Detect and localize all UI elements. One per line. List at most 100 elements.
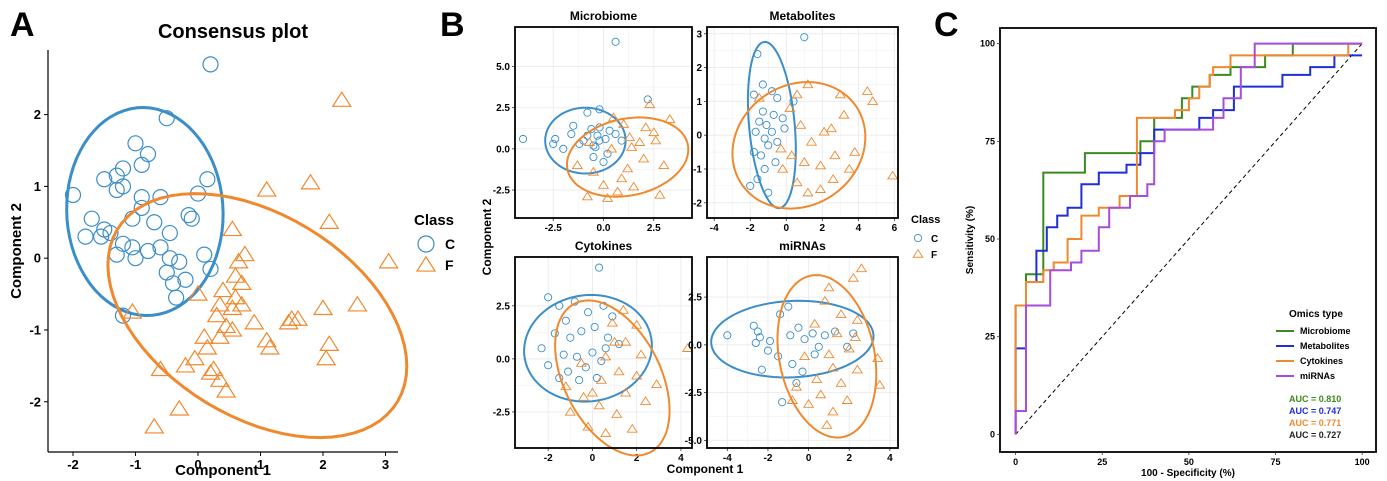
data-point-f [216,381,237,398]
data-point-f [809,318,821,328]
data-point-c [114,235,132,252]
data-point-c [758,107,767,116]
x-tick-label: 0.0 [597,223,611,234]
y-tick-label: 3 [696,29,702,40]
roc-curve-panel: 0 25 50 75 100 0 25 50 75 100 100 - Specificity (%… [965,27,1377,479]
data-point-c [758,80,767,89]
data-point-f [606,317,618,327]
legend-label-cytokines: Cytokines [1300,356,1343,366]
y-tick-label: -5.0 [685,436,703,447]
panel-letter-a: A [10,6,35,44]
data-point-f [331,91,352,107]
data-point-f [617,304,630,314]
x-axis-title: Component 1 [667,462,744,476]
data-point-c [764,141,773,150]
data-point-c [102,224,119,242]
y-tick-label: 100 [980,39,995,49]
data-point-f [798,351,811,361]
data-point-c [161,224,178,242]
data-point-f [634,137,646,146]
data-point-f [144,417,165,434]
y-tick-label: -2.5 [493,407,511,418]
y-tick-label: 1 [34,179,41,194]
x-tick-label: 0 [194,457,201,472]
data-point-f [867,96,879,106]
data-point-f [835,309,847,318]
data-point-c [800,335,809,344]
data-point-c [749,90,758,99]
x-tick-label: 75 [1270,457,1280,467]
data-point-c [199,171,216,188]
facet-title-cytokines: Cytokines [575,239,633,253]
data-point-c [581,363,590,372]
data-point-c [723,331,732,340]
data-point-f [834,89,846,99]
data-point-f [582,421,594,431]
data-point-f [259,338,280,355]
data-point-f [664,114,676,123]
data-point-c [555,301,564,310]
data-point-f [851,314,863,324]
data-point-f [300,173,321,190]
legend-label-mirnas: miRNAs [1300,371,1335,381]
y-tick-label: 2.5 [496,103,510,114]
data-point-c [751,338,760,348]
data-point-c [605,126,614,135]
data-point-c [762,120,771,130]
data-point-c [778,114,787,123]
data-point-f [122,302,143,319]
data-point-f [827,406,839,416]
data-point-f [216,317,237,334]
data-point-c [158,110,175,127]
data-point-f [650,135,662,145]
data-point-f [786,150,798,160]
data-point-f [209,295,230,312]
data-point-f [287,309,309,326]
facet-frame-metabolites [706,26,899,219]
data-point-f [244,313,265,330]
x-tick-label: 0 [1013,457,1018,467]
data-point-c [773,93,782,103]
data-point-c [753,327,762,336]
y-tick-label: -2.5 [685,388,703,399]
data-point-f [620,387,632,397]
legend-title: Class [414,212,454,229]
data-point-f [639,396,652,406]
y-tick-label: 75 [985,136,995,146]
data-point-c [765,336,775,346]
data-point-c [152,239,169,256]
data-point-c [567,129,576,139]
data-point-c [792,379,801,388]
data-point-f [631,370,643,380]
ellipse-metabolites-c [746,40,797,210]
data-point-f [843,343,855,353]
data-point-f [601,193,614,202]
data-point-c [788,359,797,369]
data-point-c [814,342,823,351]
x-tick-label: -2 [544,453,553,464]
data-point-f [847,272,859,282]
data-point-c [537,344,546,353]
chart-title: Consensus plot [158,21,308,43]
data-point-c [559,144,568,153]
data-point-f [849,332,861,341]
data-point-c [773,137,782,146]
legend-key-c [913,233,923,243]
facet-title-mirnas: miRNAs [779,239,826,253]
x-tick-label: 3 [382,457,389,472]
data-point-c [643,95,652,104]
x-tick-label: 0 [590,453,596,464]
y-axis-title: Component 2 [480,198,494,275]
facet-title-metabolites: Metabolites [769,9,835,23]
data-point-f [577,391,590,401]
data-point-c [544,293,553,302]
legend-label-f: F [445,257,454,273]
y-tick-label: -1 [29,322,41,337]
x-tick-label: 0 [784,223,790,234]
auc-label-mirnas: AUC = 0.727 [1289,430,1341,440]
data-point-f [819,295,831,305]
data-point-f [583,137,596,146]
data-point-c [146,214,163,231]
y-tick-label: -2 [693,198,702,209]
x-tick-label: 25 [1097,457,1107,467]
